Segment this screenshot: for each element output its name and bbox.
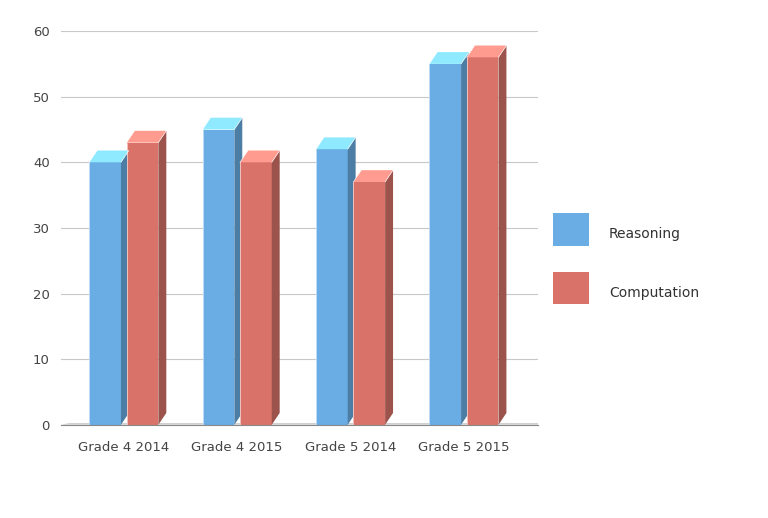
Polygon shape — [498, 46, 506, 425]
Polygon shape — [353, 170, 393, 182]
Polygon shape — [158, 131, 167, 425]
Text: Computation: Computation — [609, 285, 699, 300]
Polygon shape — [461, 52, 469, 425]
Polygon shape — [240, 151, 280, 162]
Polygon shape — [316, 137, 356, 149]
Polygon shape — [429, 52, 469, 64]
Polygon shape — [234, 118, 242, 425]
Polygon shape — [127, 131, 167, 142]
Bar — [89, 162, 121, 425]
Polygon shape — [272, 151, 280, 425]
Text: Reasoning: Reasoning — [609, 227, 681, 241]
Bar — [353, 182, 385, 425]
Polygon shape — [348, 137, 356, 425]
FancyBboxPatch shape — [553, 213, 589, 246]
Bar — [429, 64, 461, 425]
Bar — [467, 57, 498, 425]
Bar — [127, 142, 158, 425]
Bar — [316, 149, 348, 425]
Polygon shape — [89, 151, 129, 162]
Bar — [240, 162, 272, 425]
Polygon shape — [121, 151, 129, 425]
Polygon shape — [203, 118, 242, 130]
Bar — [203, 130, 234, 425]
Polygon shape — [467, 46, 506, 57]
Polygon shape — [385, 170, 393, 425]
FancyBboxPatch shape — [553, 271, 589, 305]
Polygon shape — [61, 423, 545, 425]
